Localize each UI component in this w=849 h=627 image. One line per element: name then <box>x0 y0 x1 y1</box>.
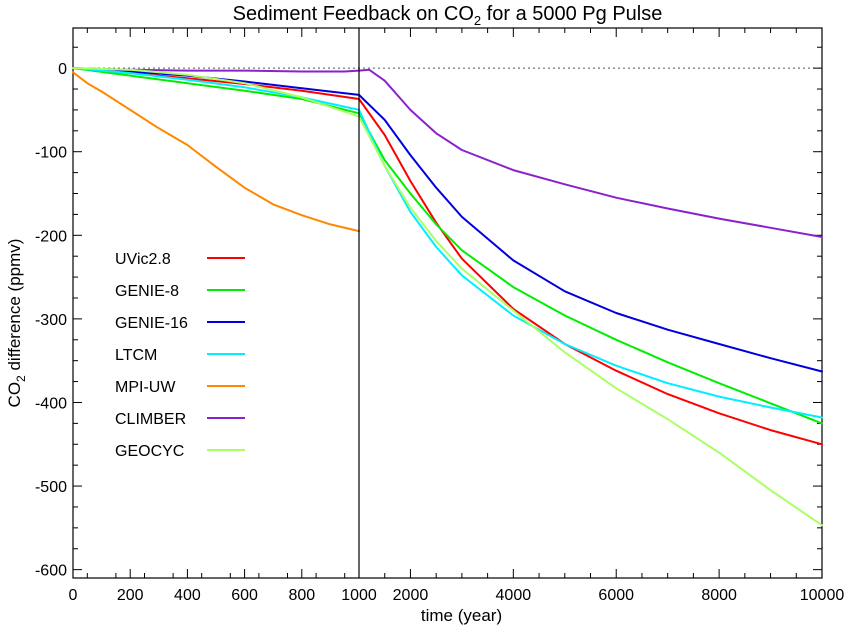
series-line-climber <box>72 67 823 238</box>
axis-labels: time (year) CO2 difference (ppmv) <box>5 239 502 625</box>
legend-label-ltcm: LTCM <box>115 347 157 364</box>
plot-border <box>72 27 823 579</box>
x-tick-label: 6000 <box>598 587 634 604</box>
legend: UVic2.8 GENIE-8 GENIE-16 LTCM MPI-UW CLIMBER G… <box>115 251 245 460</box>
title-main: Sediment Feedback on CO <box>233 3 474 25</box>
series-line-ltcm <box>72 67 823 419</box>
legend-label-geocyc: GEOCYC <box>115 443 184 460</box>
x-tick-label: 4000 <box>496 587 532 604</box>
axis-ticks <box>72 28 823 578</box>
series-line-geocyc <box>72 67 823 527</box>
x-tick-label: 800 <box>288 587 315 604</box>
plot-frame <box>72 27 823 579</box>
series-line-mpi-uw <box>72 71 360 233</box>
legend-label-genie-16: GENIE-16 <box>115 315 188 332</box>
series-lines <box>72 67 823 527</box>
title-subscript: 2 <box>474 13 481 28</box>
legend-label-uvic2-8: UVic2.8 <box>115 251 171 268</box>
x-tick-label: 200 <box>117 587 144 604</box>
x-tick-label: 400 <box>174 587 201 604</box>
legend-label-mpi-uw: MPI-UW <box>115 379 176 396</box>
y-tick-label: 0 <box>58 61 67 78</box>
x-tick-label: 0 <box>69 587 78 604</box>
y-axis-label-tail: difference (ppmv) <box>5 239 24 376</box>
x-tick-label: 2000 <box>393 587 429 604</box>
y-tick-label: -500 <box>35 479 67 496</box>
legend-label-genie-8: GENIE-8 <box>115 283 179 300</box>
chart-title-group: Sediment Feedback on CO2 for a 5000 Pg P… <box>233 3 663 28</box>
y-axis-label-main: CO <box>5 382 24 408</box>
series-line-genie-8 <box>72 67 823 425</box>
x-axis-label: time (year) <box>421 606 502 625</box>
y-tick-label: -600 <box>35 563 67 580</box>
chart-title: Sediment Feedback on CO2 for a 5000 Pg P… <box>233 3 663 28</box>
y-tick-label: -200 <box>35 228 67 245</box>
legend-label-climber: CLIMBER <box>115 411 186 428</box>
x-tick-label: 8000 <box>701 587 737 604</box>
y-tick-label: -300 <box>35 312 67 329</box>
y-tick-label: -400 <box>35 395 67 412</box>
y-axis-label: CO2 difference (ppmv) <box>5 239 28 408</box>
series-line-uvic2-8 <box>72 67 823 446</box>
y-axis-label-subscript: 2 <box>14 375 28 382</box>
tick-labels: 0 200 400 600 800 1000 2000 4000 6000 8000 100000-… <box>35 61 844 604</box>
x-tick-label: 600 <box>231 587 258 604</box>
y-tick-label: -100 <box>35 145 67 162</box>
title-tail: for a 5000 Pg Pulse <box>481 3 662 25</box>
x-tick-label: 10000 <box>800 587 845 604</box>
x-tick-label: 1000 <box>341 587 377 604</box>
